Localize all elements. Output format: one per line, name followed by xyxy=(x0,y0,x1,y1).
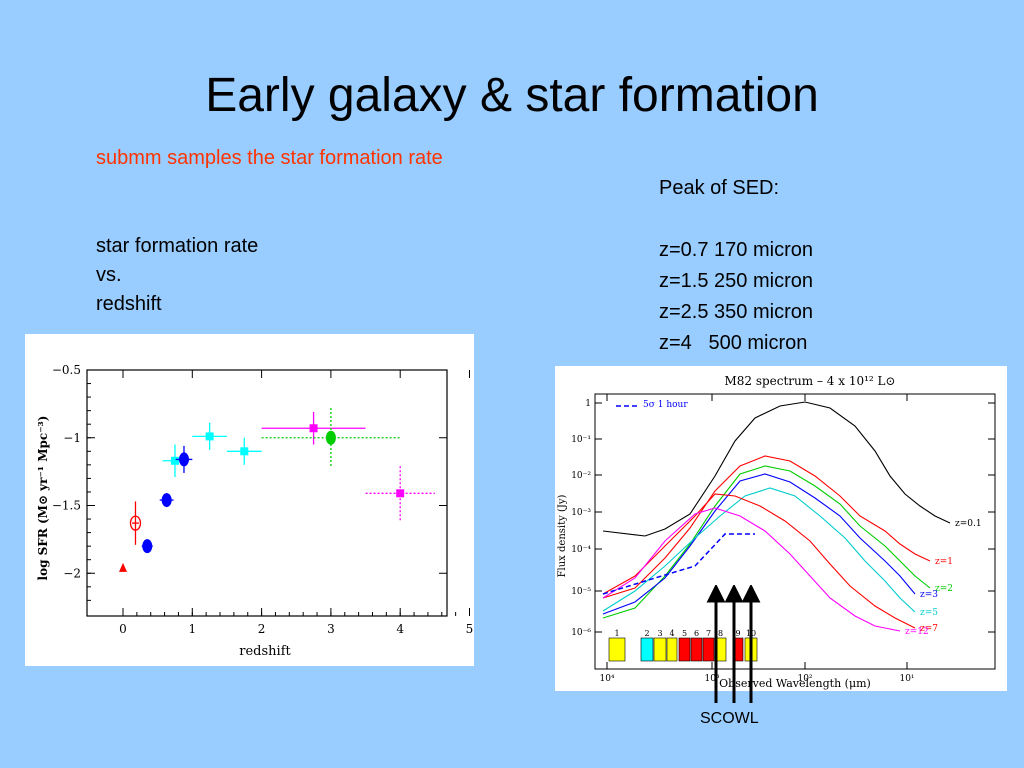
y-tick-label: −1.5 xyxy=(52,499,81,513)
x-tick-label: 2 xyxy=(258,622,266,636)
data-point xyxy=(325,430,336,445)
data-point xyxy=(205,432,214,441)
sed-curve-label: z=0.1 xyxy=(955,519,982,529)
sed-curve xyxy=(602,473,916,615)
y-tick-label: −0.5 xyxy=(52,363,81,377)
y-tick-label: −1 xyxy=(63,431,81,445)
peak-line: z=1.5 250 micron xyxy=(659,270,813,292)
filter-band-label: 5 xyxy=(682,629,687,638)
y-tick-label: 10⁻⁶ xyxy=(571,628,591,638)
sfr-ylabel: log SFR (M⊙ yr⁻¹ Mpc⁻³) xyxy=(36,416,50,581)
data-point xyxy=(309,424,318,433)
x-tick-label: 1 xyxy=(188,622,196,636)
m82-xlabel: Observed Wavelength (μm) xyxy=(719,677,871,690)
filter-band xyxy=(690,637,703,662)
x-tick-label: 10³ xyxy=(704,674,719,684)
sed-curve xyxy=(602,507,901,632)
filter-band-label: 9 xyxy=(735,629,740,638)
y-tick-label: 10⁻¹ xyxy=(571,435,591,445)
m82-chart: M82 spectrum – 4 x 10¹² L⊙ 10⁴ 10³ 10² 10¹ 1… xyxy=(557,374,996,690)
sfr-chart-panel: 0 1 2 3 4 5 −0.5 −1 −1.5 −2 redshift log SFR (M⊙ … xyxy=(25,334,474,666)
peak-sed-block: Peak of SED: z=0.7 170 micron z=1.5 250 … xyxy=(659,173,813,359)
sfr-chart: 0 1 2 3 4 5 −0.5 −1 −1.5 −2 redshift log SFR (M⊙ … xyxy=(36,363,474,659)
scowl-arrows xyxy=(706,585,761,703)
data-point xyxy=(170,456,179,465)
sed-curve xyxy=(602,487,916,613)
x-tick-label: 10¹ xyxy=(899,674,914,684)
x-tick-label: 10⁴ xyxy=(599,674,614,684)
data-point xyxy=(396,489,405,498)
y-tick-label: 10⁻² xyxy=(571,471,591,481)
data-point xyxy=(161,493,172,508)
data-point xyxy=(178,452,189,467)
m82-ylabel: Flux density (Jy) xyxy=(557,495,568,578)
peak-line: z=0.7 170 micron xyxy=(659,239,813,261)
sed-curve xyxy=(602,493,916,629)
left-text-line: star formation rate xyxy=(96,235,259,257)
filter-band xyxy=(678,637,691,662)
sed-curve-label: z=12 xyxy=(905,627,929,637)
filter-band-label: 4 xyxy=(669,629,674,638)
y-tick-label: 10⁻⁵ xyxy=(571,587,591,597)
sed-curve-label: z=5 xyxy=(920,608,938,618)
data-point xyxy=(129,515,142,531)
peak-title: Peak of SED: xyxy=(659,177,780,199)
left-text-line: redshift xyxy=(96,293,162,315)
m82-chart-panel: M82 spectrum – 4 x 10¹² L⊙ 10⁴ 10³ 10² 10¹ 1… xyxy=(555,366,1007,691)
sed-curve-label: z=2 xyxy=(935,584,953,594)
x-tick-label: 5 xyxy=(466,622,474,636)
y-tick-label: 10⁻³ xyxy=(571,508,591,518)
peak-line: z=4 500 micron xyxy=(659,332,808,354)
filter-band-label: 1 xyxy=(614,629,619,638)
y-tick-label: 1 xyxy=(585,399,591,409)
slide-subtitle: submm samples the star formation rate xyxy=(96,147,443,169)
data-point xyxy=(240,447,249,456)
sed-curve-label: z=1 xyxy=(935,557,953,567)
x-tick-label: 4 xyxy=(396,622,404,636)
x-tick-label: 0 xyxy=(119,622,127,636)
slide-title: Early galaxy & star formation xyxy=(205,69,819,122)
filter-band-label: 7 xyxy=(706,629,711,638)
filter-band xyxy=(666,637,678,662)
data-point xyxy=(119,562,127,572)
sed-curve xyxy=(602,455,931,599)
sfr-xlabel: redshift xyxy=(239,644,291,659)
filter-band xyxy=(608,637,626,662)
x-tick-label: 10² xyxy=(797,674,812,684)
sed-curve-label: z=7 xyxy=(920,624,938,634)
sed-curve-label: z=3 xyxy=(920,590,938,600)
x-tick-label: 3 xyxy=(327,622,335,636)
left-text-block: star formation rate vs. redshift xyxy=(96,232,258,319)
filter-band-label: 2 xyxy=(644,629,649,638)
filter-band-label: 3 xyxy=(657,629,662,638)
scowl-label: SCOWL xyxy=(700,710,759,727)
filter-band-label: 8 xyxy=(718,629,723,638)
filter-band xyxy=(702,637,715,662)
sensitivity-line xyxy=(602,533,755,595)
y-tick-label: 10⁻⁴ xyxy=(571,545,591,555)
peak-line: z=2.5 350 micron xyxy=(659,301,813,323)
filter-band xyxy=(653,637,667,662)
legend-label: 5σ 1 hour xyxy=(643,400,688,410)
left-text-line: vs. xyxy=(96,264,122,286)
sed-curve xyxy=(602,401,951,537)
y-tick-label: −2 xyxy=(63,566,81,580)
data-point xyxy=(142,539,153,554)
sed-curve xyxy=(602,465,931,619)
filter-band-label: 6 xyxy=(694,629,699,638)
filter-band xyxy=(640,637,654,662)
m82-title: M82 spectrum – 4 x 10¹² L⊙ xyxy=(724,374,895,388)
